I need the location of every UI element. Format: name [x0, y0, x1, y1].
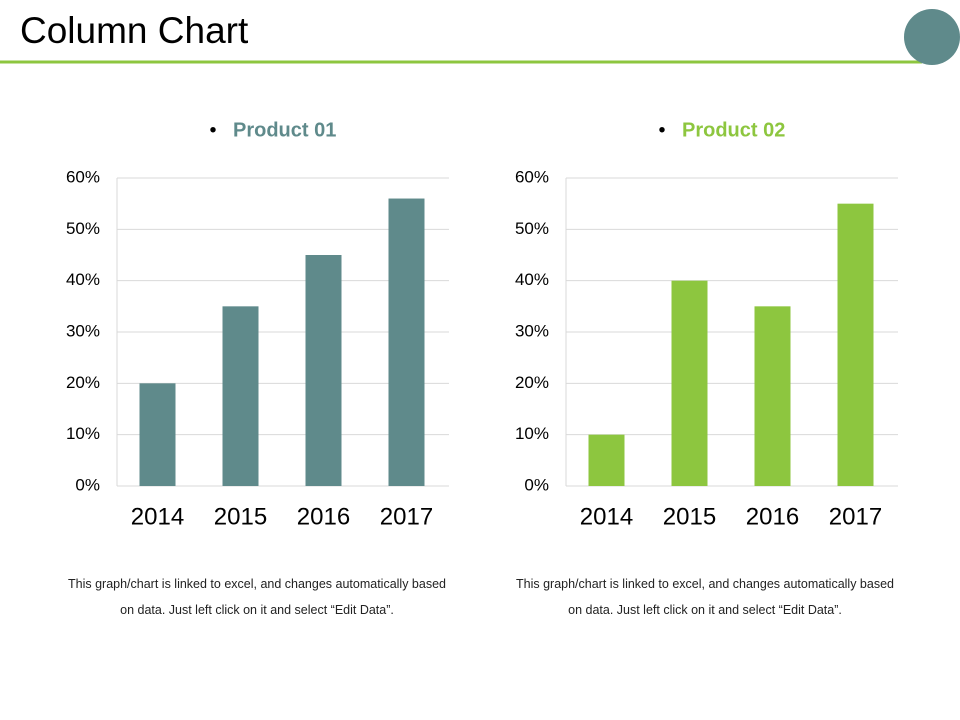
- y-tick-label: 60%: [66, 167, 100, 186]
- bar: [139, 383, 176, 486]
- y-tick-label: 0%: [75, 475, 100, 494]
- x-tick-label: 2017: [380, 503, 433, 530]
- y-tick-label: 10%: [515, 424, 549, 443]
- bar: [754, 306, 791, 486]
- corner-circle: [904, 9, 960, 65]
- x-tick-label: 2017: [829, 503, 882, 530]
- x-tick-label: 2014: [131, 503, 184, 530]
- slide-title: Column Chart: [20, 10, 249, 51]
- x-tick-label: 2016: [297, 503, 350, 530]
- legend-label: Product 01: [233, 119, 336, 141]
- y-tick-label: 0%: [524, 475, 549, 494]
- y-tick-label: 40%: [515, 270, 549, 289]
- y-tick-label: 50%: [66, 219, 100, 238]
- x-tick-label: 2015: [663, 503, 716, 530]
- y-tick-label: 50%: [515, 219, 549, 238]
- y-tick-label: 20%: [515, 373, 549, 392]
- x-tick-label: 2016: [746, 503, 799, 530]
- bar: [837, 203, 874, 486]
- caption: This graph/chart is linked to excel, and…: [68, 577, 446, 617]
- y-tick-label: 10%: [66, 424, 100, 443]
- y-tick-label: 20%: [66, 373, 100, 392]
- bar: [588, 434, 625, 486]
- bar: [222, 306, 259, 486]
- legend-label: Product 02: [682, 119, 785, 141]
- y-tick-label: 60%: [515, 167, 549, 186]
- y-tick-label: 30%: [515, 321, 549, 340]
- bar: [388, 198, 425, 487]
- x-tick-label: 2014: [580, 503, 633, 530]
- bar: [305, 255, 342, 486]
- y-tick-label: 30%: [66, 321, 100, 340]
- legend-bullet: •: [209, 119, 216, 141]
- legend-bullet: •: [658, 119, 665, 141]
- x-tick-label: 2015: [214, 503, 267, 530]
- y-tick-label: 40%: [66, 270, 100, 289]
- bar: [671, 280, 708, 486]
- caption: This graph/chart is linked to excel, and…: [516, 577, 894, 617]
